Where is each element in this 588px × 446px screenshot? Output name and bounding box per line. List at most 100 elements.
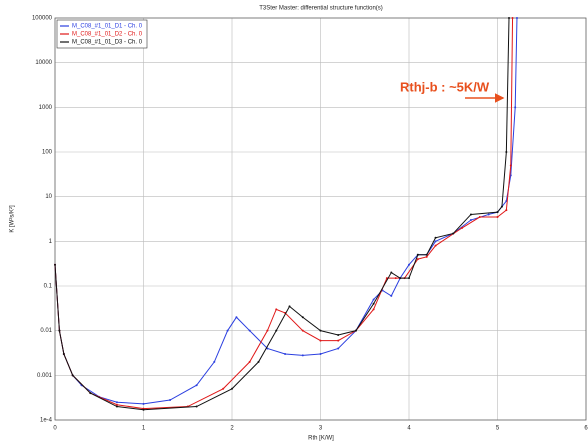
series-point [195, 384, 198, 387]
series-point [416, 253, 419, 256]
plot-frame [54, 17, 587, 421]
series-point [275, 308, 278, 311]
series-point [505, 151, 508, 153]
series-point [337, 339, 340, 342]
series-point [496, 216, 499, 219]
series-point [469, 219, 472, 222]
series-point [301, 329, 304, 332]
series-point [399, 277, 402, 280]
series-point [434, 240, 437, 243]
x-tick-label: 5 [496, 426, 500, 432]
legend: M_C08_#1_01_D1 - Ch. 0 M_C08_#1_01_D2 - C… [56, 19, 148, 49]
series-point [416, 258, 419, 261]
y-tick-label: 1000 [39, 105, 53, 111]
x-tick-label: 2 [230, 426, 234, 432]
legend-box [56, 19, 148, 49]
x-tick-label: 1 [142, 426, 146, 432]
series-point [372, 308, 375, 311]
series-point [89, 392, 92, 395]
y-tick-label: 0.01 [40, 328, 52, 334]
x-tick-label: 6 [584, 426, 588, 432]
series-point [288, 305, 291, 308]
series-point [461, 226, 464, 229]
series-point [54, 263, 56, 266]
series-point [390, 294, 393, 297]
y-tick-label: 0.1 [44, 284, 53, 290]
x-tick-label: 0 [53, 426, 57, 432]
series-point [319, 329, 322, 332]
series-line [54, 17, 514, 410]
series-point [115, 405, 118, 408]
series-point [248, 360, 251, 363]
series-point [487, 213, 490, 216]
series-point [235, 316, 238, 319]
series-point [222, 387, 225, 390]
series-point [408, 263, 410, 266]
series-point [213, 360, 216, 363]
y-tick-label: 100 [42, 150, 53, 156]
y-axis-label: K [W²s/K²] [10, 205, 16, 233]
series-point [115, 401, 118, 404]
legend-label: M_C08_#1_01_D3 - Ch. 0 [72, 40, 143, 46]
series-point [372, 302, 375, 305]
series-point [390, 271, 393, 274]
series-point [226, 329, 229, 332]
series-point [372, 298, 375, 301]
y-tick-label: 1e-4 [40, 418, 53, 424]
legend-label: M_C08_#1_01_D2 - Ch. 0 [72, 32, 143, 38]
series-point [469, 213, 472, 216]
series-point [337, 333, 340, 336]
series-point [257, 360, 260, 363]
series-point [508, 17, 511, 19]
x-axis-label: Rth [K/W] [308, 436, 334, 442]
series-point [425, 253, 428, 256]
lines [54, 17, 518, 411]
series-point [275, 329, 278, 332]
series-point [248, 329, 251, 332]
series-point [505, 209, 508, 212]
series-point [515, 17, 518, 19]
series-point [115, 403, 118, 406]
x-tick-label: 4 [407, 426, 411, 432]
series-point [425, 255, 428, 258]
y-tick-label: 100000 [32, 16, 53, 22]
series-point [408, 277, 410, 280]
y-tick-label: 1 [49, 239, 53, 245]
series-point [266, 329, 269, 332]
series-point [71, 374, 74, 377]
series-point [354, 329, 357, 332]
series-point [284, 353, 287, 356]
series-point [301, 316, 304, 319]
series-point [142, 408, 145, 411]
x-tick-label: 3 [319, 426, 323, 432]
series-point [434, 244, 437, 247]
series-point [452, 232, 455, 235]
series-point [496, 211, 499, 214]
legend-label: M_C08_#1_01_D1 - Ch. 0 [72, 24, 143, 30]
series-point [58, 329, 61, 332]
grid: 0 1 2 3 4 5 6 1e-4 0.001 0.01 0.1 1 10 100 1000 10000 10… [32, 16, 588, 432]
series-point [169, 399, 172, 402]
y-tick-label: 10000 [35, 60, 52, 66]
series-point [231, 387, 233, 390]
series-point [509, 164, 512, 167]
series-point [142, 402, 145, 405]
series-point [478, 216, 481, 219]
series-point [434, 236, 437, 239]
y-tick-label: 0.001 [37, 373, 53, 379]
series-point [337, 347, 340, 350]
series-point [319, 339, 322, 342]
series-point [394, 277, 397, 280]
series-point [62, 353, 65, 356]
series-point [500, 205, 503, 208]
series-point [514, 106, 517, 109]
series-line [54, 17, 518, 405]
annotation: Rthj-b : ~5K/W [400, 79, 490, 94]
series-point [319, 353, 322, 356]
series-line [54, 17, 510, 411]
series-point [195, 405, 198, 408]
series-point [301, 354, 304, 357]
series-point [511, 17, 514, 19]
y-tick-label: 10 [45, 194, 52, 200]
